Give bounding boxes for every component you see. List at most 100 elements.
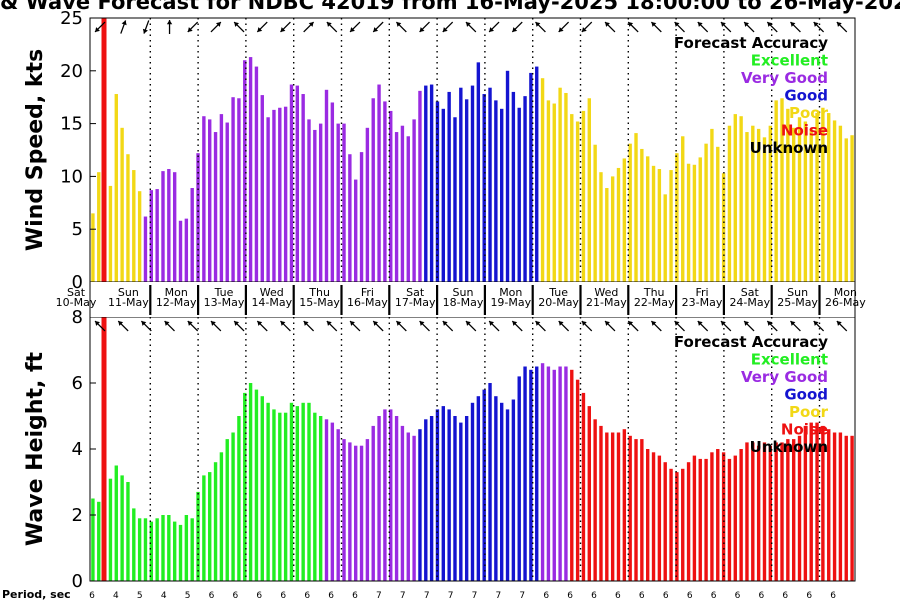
wind-bar xyxy=(424,85,428,282)
wave-bar xyxy=(488,383,492,581)
wave-bar xyxy=(435,409,440,581)
wind-legend-item: Excellent xyxy=(751,52,828,70)
wind-direction-arrow xyxy=(256,21,268,33)
wave-arrow-head xyxy=(465,321,471,326)
wave-direction-arrow xyxy=(720,320,732,332)
wave-bar xyxy=(184,515,189,581)
wind-bar xyxy=(587,98,591,282)
wave-bar xyxy=(535,366,539,581)
day-label-date: 23-May xyxy=(682,296,723,309)
wave-direction-arrow xyxy=(280,320,291,332)
wave-direction-arrow xyxy=(164,320,175,332)
wave-bar xyxy=(254,389,259,581)
wind-ylabel: Wind Speed, kts xyxy=(23,49,48,251)
wind-arrow-head xyxy=(166,20,173,25)
wind-bar xyxy=(751,125,755,283)
wave-bar xyxy=(330,422,335,581)
wave-bar xyxy=(844,435,848,581)
wind-bar xyxy=(464,99,469,282)
wind-direction-arrow xyxy=(743,21,755,33)
wind-arrow-head xyxy=(535,22,541,27)
wave-bar xyxy=(383,409,387,581)
wind-bar xyxy=(418,90,422,282)
wave-legend-item: Very Good xyxy=(741,368,828,386)
wave-arrow-head xyxy=(350,321,355,326)
wind-bar xyxy=(295,85,300,282)
wind-bar xyxy=(488,87,492,282)
wind-bar xyxy=(184,218,189,282)
wind-arrow-head xyxy=(257,27,263,32)
wind-bar xyxy=(681,136,685,282)
wind-bar xyxy=(838,125,843,283)
wind-bar xyxy=(517,107,521,282)
wave-direction-arrow xyxy=(442,320,454,332)
wave-direction-arrow xyxy=(674,320,685,332)
wave-bar xyxy=(610,432,615,581)
wind-bar xyxy=(622,158,627,282)
wave-bar xyxy=(453,416,457,581)
wind-bar xyxy=(272,109,276,283)
day-label-weekday: Mon xyxy=(165,286,188,299)
day-label-weekday: Sat xyxy=(406,286,425,299)
wind-bar xyxy=(791,127,796,282)
wind-arrow-head xyxy=(326,22,332,27)
wave-legend-item: Excellent xyxy=(751,351,828,369)
wind-bar xyxy=(704,143,708,282)
wind-bar xyxy=(365,127,370,282)
wind-arrow-head xyxy=(95,27,100,32)
wave-bar xyxy=(587,406,591,581)
wave-direction-arrow xyxy=(372,320,384,332)
wave-bar xyxy=(359,445,364,581)
wind-bar xyxy=(307,119,311,282)
wind-bar xyxy=(844,138,848,282)
wave-bar xyxy=(482,389,486,581)
wind-bar xyxy=(354,179,358,282)
wind-bar xyxy=(733,114,737,282)
wave-panel: 0 2 4 6 8 Wave Height, ft Forecast AccuracyExc… xyxy=(23,307,856,592)
day-label-band xyxy=(90,282,855,317)
wind-arrow-head xyxy=(813,22,819,27)
wind-bar xyxy=(657,169,662,282)
wave-direction-arrow xyxy=(349,320,361,332)
wave-legend-title: Forecast Accuracy xyxy=(674,333,828,351)
wave-bar xyxy=(167,515,171,581)
wind-bar xyxy=(225,122,229,282)
wind-arrow-head xyxy=(605,22,610,27)
wind-bar xyxy=(254,66,259,282)
wind-bar xyxy=(564,92,568,282)
wave-arrow-head xyxy=(836,321,842,326)
wave-bar xyxy=(850,435,854,581)
wave-bar xyxy=(371,425,375,581)
wind-arrow-head xyxy=(836,22,842,27)
wind-arrow-head xyxy=(512,27,518,32)
wind-bar xyxy=(523,96,527,282)
wind-bar xyxy=(359,152,364,282)
day-label-weekday: Sun xyxy=(453,286,474,299)
wave-bar xyxy=(354,445,358,581)
wave-bar xyxy=(634,439,638,581)
wave-arrow-head xyxy=(674,321,680,326)
wave-legend-item: Unknown xyxy=(750,438,828,456)
period-value: 6 xyxy=(567,591,573,600)
wind-legend-item: Very Good xyxy=(741,69,828,87)
wind-arrow-head xyxy=(142,28,148,34)
wind-direction-arrow xyxy=(674,21,685,33)
wind-bar xyxy=(540,78,545,282)
wave-arrow-head xyxy=(210,321,216,326)
wave-bar xyxy=(791,439,796,581)
wave-bar xyxy=(225,439,229,581)
wave-bar xyxy=(172,521,177,581)
day-label-weekday: Sun xyxy=(118,286,139,299)
wind-direction-arrow xyxy=(166,20,173,34)
wave-direction-arrow xyxy=(604,320,616,332)
wave-bar xyxy=(196,491,200,581)
wind-bar xyxy=(161,171,165,282)
day-label-date: 19-May xyxy=(490,296,531,309)
day-label-date: 10-May xyxy=(56,296,97,309)
wind-bar xyxy=(213,132,218,282)
wind-bar xyxy=(120,127,124,282)
wind-bar xyxy=(342,123,346,282)
wave-bar xyxy=(739,449,743,581)
wind-bar xyxy=(167,169,171,282)
wave-bar xyxy=(809,422,813,581)
